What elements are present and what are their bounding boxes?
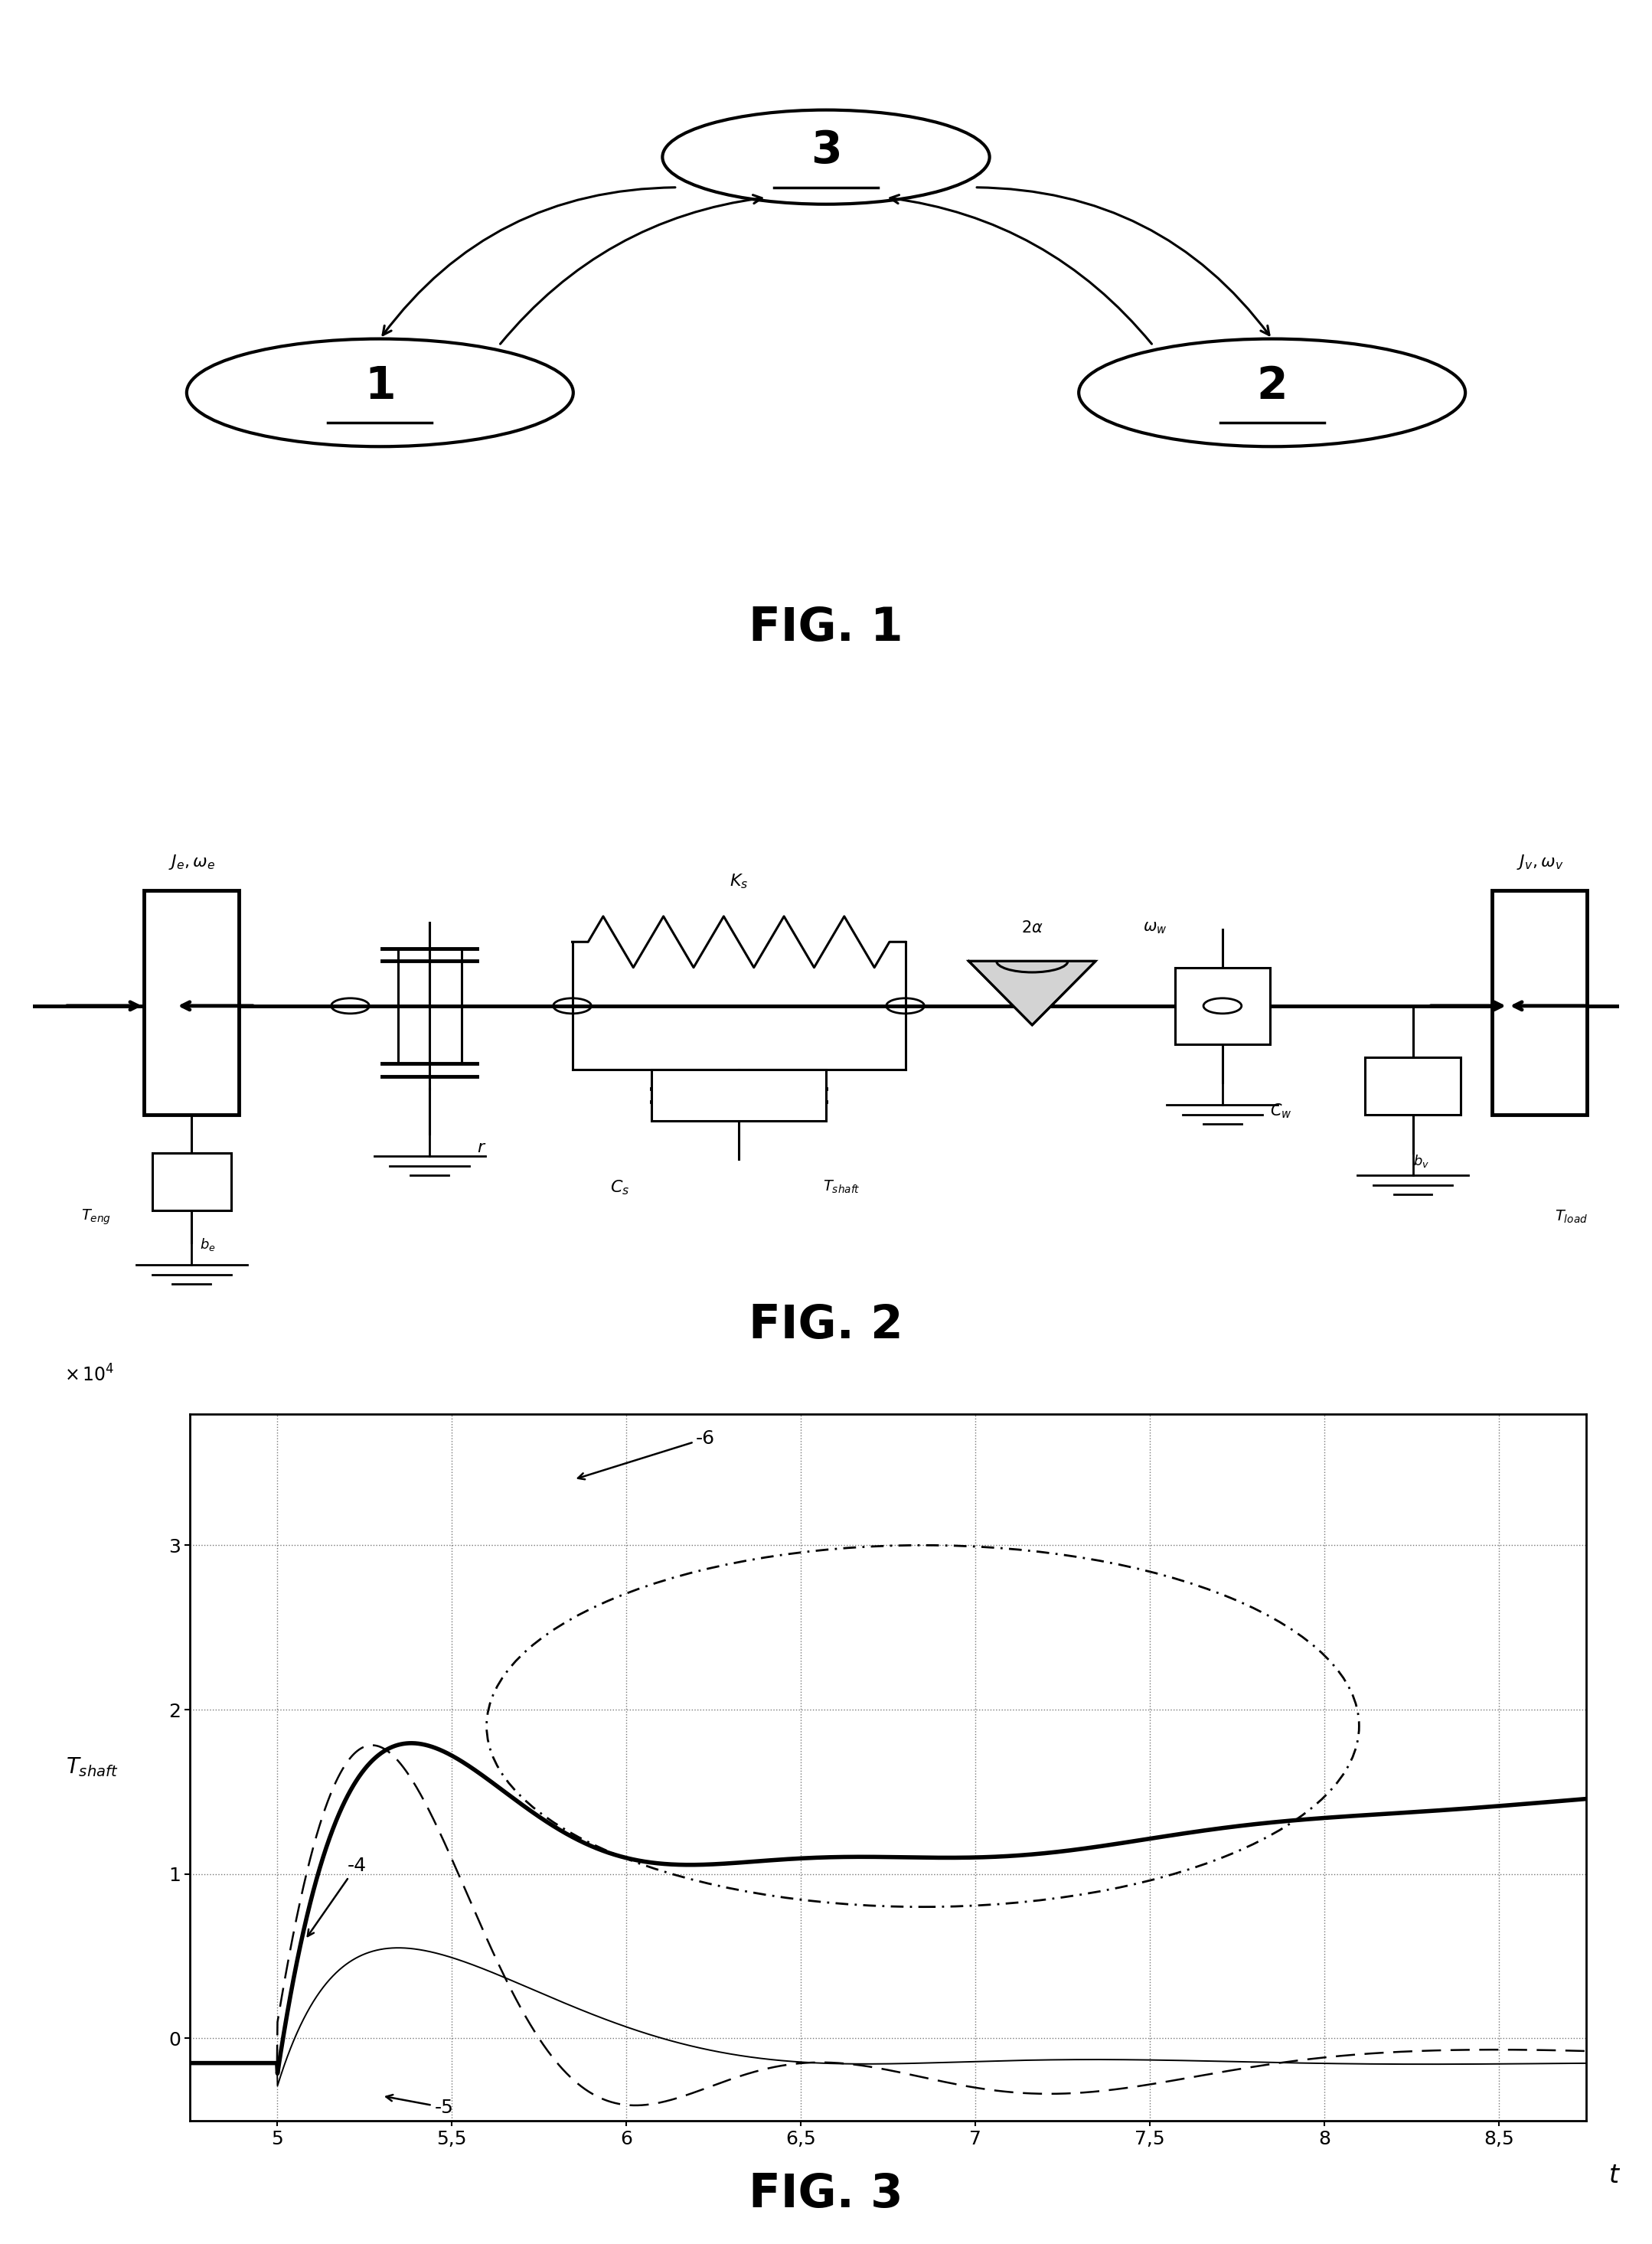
Bar (1492, 891, 1588, 1115)
Bar (152, 1153, 231, 1210)
Text: $T_{eng}$: $T_{eng}$ (81, 1207, 111, 1225)
Text: $b_e$: $b_e$ (200, 1236, 215, 1252)
Text: $K_s$: $K_s$ (730, 873, 748, 891)
Text: $J_v,\omega_v$: $J_v,\omega_v$ (1517, 853, 1563, 871)
Text: 3: 3 (811, 128, 841, 173)
Text: FIG. 1: FIG. 1 (748, 606, 904, 651)
Text: $T_{load}$: $T_{load}$ (1555, 1210, 1588, 1225)
Bar (1175, 967, 1270, 1043)
Text: -4: -4 (307, 1856, 367, 1937)
Text: $\times\,10^4$: $\times\,10^4$ (64, 1364, 114, 1385)
Text: -5: -5 (387, 2094, 453, 2116)
Polygon shape (968, 960, 1095, 1026)
Text: $C_w$: $C_w$ (1270, 1102, 1292, 1120)
Text: $b_v$: $b_v$ (1412, 1153, 1429, 1169)
Text: 2: 2 (1257, 364, 1287, 408)
X-axis label: t: t (1609, 2163, 1619, 2188)
Text: 1: 1 (365, 364, 395, 408)
Text: $T_{shaft}$: $T_{shaft}$ (823, 1178, 861, 1194)
Bar (651, 1070, 826, 1122)
Bar (1365, 1057, 1460, 1115)
Text: $J_e,\omega_e$: $J_e,\omega_e$ (169, 853, 215, 871)
Text: $2\alpha$: $2\alpha$ (1021, 920, 1042, 936)
Text: $C_s$: $C_s$ (610, 1178, 629, 1196)
Text: $\omega_w$: $\omega_w$ (1143, 920, 1168, 936)
Text: -6: -6 (578, 1429, 715, 1479)
Text: $r$: $r$ (477, 1140, 486, 1156)
Text: FIG. 3: FIG. 3 (748, 2172, 904, 2217)
Bar (144, 891, 240, 1115)
Y-axis label: $T_{shaft}$: $T_{shaft}$ (66, 1755, 119, 1779)
Text: FIG. 2: FIG. 2 (748, 1304, 904, 1349)
